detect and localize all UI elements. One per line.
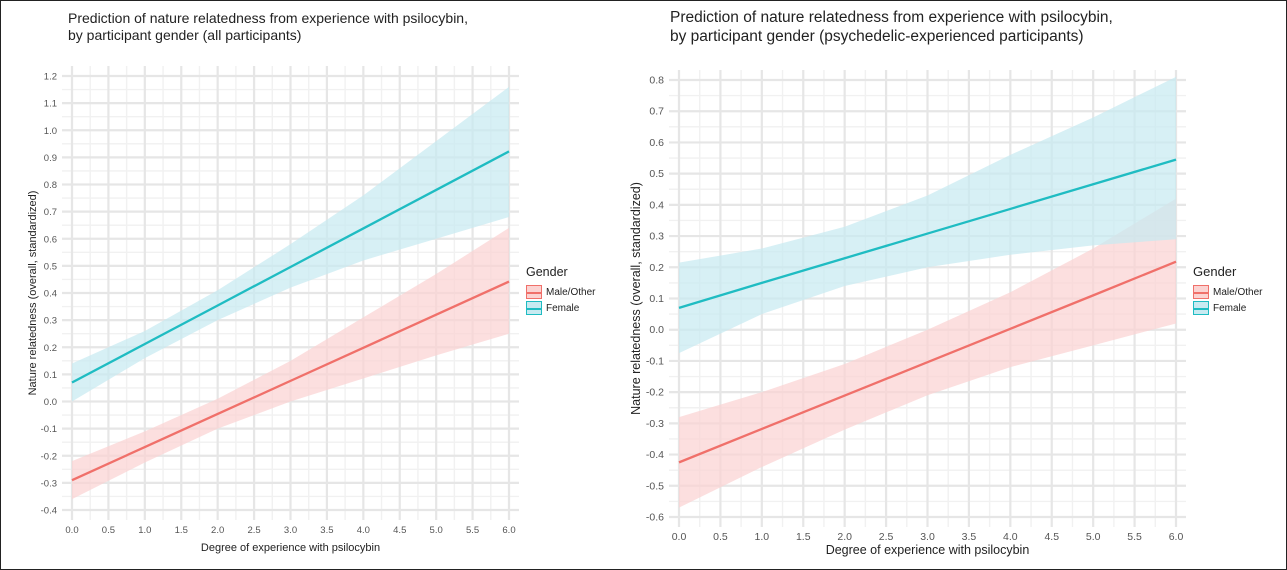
y-tick-label: 0.5 — [649, 168, 664, 180]
x-tick-label: 1.0 — [755, 531, 770, 543]
legend-item-female: Female — [526, 300, 595, 316]
chart-title-line-1: Prediction of nature relatedness from ex… — [68, 10, 468, 26]
x-axis-label: Degree of experience with psilocybin — [201, 542, 380, 554]
y-tick-label: -0.4 — [41, 506, 57, 517]
legend-title: Gender — [1193, 264, 1237, 279]
y-tick-label: 1.0 — [44, 126, 57, 137]
y-tick-label: 1.1 — [44, 99, 57, 110]
y-tick-label: 0.9 — [44, 153, 57, 164]
x-tick-label: 1.5 — [175, 525, 188, 536]
x-tick-label: 5.5 — [466, 525, 479, 536]
y-tick-label: 0.7 — [649, 106, 664, 118]
x-tick-label: 0.0 — [65, 525, 78, 536]
legend-item-male-other: Male/Other — [1193, 284, 1262, 300]
x-tick-label: 2.5 — [247, 525, 260, 536]
legend-item-male-other: Male/Other — [526, 284, 595, 300]
x-tick-label: 6.0 — [1169, 531, 1184, 543]
y-tick-label: 0.4 — [44, 289, 57, 300]
series-line-male-other — [71, 280, 510, 482]
chart-title-line-1: Prediction of nature relatedness from ex… — [670, 9, 1113, 26]
legend-key-male-other — [1193, 285, 1209, 299]
y-tick-label: 0.1 — [44, 370, 57, 381]
legend-item-female: Female — [1193, 300, 1262, 316]
y-tick-label: 0.2 — [649, 262, 664, 274]
y-tick-label: 0.3 — [44, 316, 57, 327]
series-line-female — [678, 158, 1177, 309]
chart-title: Prediction of nature relatedness from ex… — [670, 9, 1113, 47]
chart-title: Prediction of nature relatedness from ex… — [68, 10, 468, 44]
x-tick-label: 5.0 — [1086, 531, 1101, 543]
y-axis-label: Nature relatedness (overall, standardize… — [629, 182, 643, 415]
x-tick-label: 3.0 — [920, 531, 935, 543]
y-tick-label: 0.5 — [44, 261, 57, 272]
x-tick-label: 2.0 — [837, 531, 852, 543]
legend-label: Female — [546, 302, 580, 314]
series-line-male-other — [678, 260, 1177, 464]
x-tick-label: 3.5 — [962, 531, 977, 543]
y-tick-label: -0.2 — [41, 451, 57, 462]
y-tick-label: 0.1 — [649, 293, 664, 305]
legend: Gender Male/Other Female — [1193, 264, 1262, 316]
series-line-female — [71, 150, 510, 384]
x-tick-label: 3.0 — [284, 525, 297, 536]
x-tick-label: 4.0 — [1003, 531, 1018, 543]
confidence-band-male-other — [679, 198, 1176, 508]
chart-panel-left: Prediction of nature relatedness from ex… — [0, 0, 630, 570]
legend-label: Female — [1213, 302, 1247, 314]
y-tick-label: -0.5 — [646, 480, 664, 492]
y-tick-label: 1.2 — [44, 72, 57, 83]
y-tick-label: -0.6 — [646, 512, 664, 524]
y-tick-label: 0.6 — [44, 234, 57, 245]
legend-title: Gender — [526, 265, 568, 279]
y-tick-label: 0.0 — [649, 324, 664, 336]
y-tick-label: 0.3 — [649, 231, 664, 243]
y-tick-label: -0.3 — [41, 478, 57, 489]
chart-title-line-2: by participant gender (psychedelic-exper… — [670, 27, 1084, 45]
y-tick-label: -0.4 — [646, 449, 664, 461]
y-tick-label: 0.7 — [44, 207, 57, 218]
chart-title-line-2: by participant gender (all participants) — [68, 27, 302, 44]
x-tick-label: 1.5 — [796, 531, 811, 543]
legend-key-female — [526, 301, 542, 315]
y-tick-label: 0.8 — [44, 180, 57, 191]
x-tick-label: 0.0 — [672, 531, 687, 543]
x-axis-label: Degree of experience with psilocybin — [826, 543, 1030, 557]
confidence-band-female — [72, 86, 509, 402]
y-tick-label: 0.0 — [44, 397, 57, 408]
x-tick-label: 0.5 — [713, 531, 728, 543]
y-tick-label: -0.1 — [646, 355, 664, 367]
confidence-band-female — [679, 76, 1176, 354]
x-tick-label: 3.5 — [320, 525, 333, 536]
y-tick-label: -0.1 — [41, 424, 57, 435]
legend-key-female — [1193, 301, 1209, 315]
x-tick-label: 4.0 — [357, 525, 370, 536]
y-tick-label: -0.3 — [646, 418, 664, 430]
x-tick-label: 2.0 — [211, 525, 224, 536]
chart-panel-right: Prediction of nature relatedness from ex… — [629, 0, 1287, 570]
x-tick-label: 5.0 — [430, 525, 443, 536]
legend-label: Male/Other — [546, 286, 596, 298]
legend-label: Male/Other — [1213, 286, 1263, 298]
y-tick-label: 0.8 — [649, 75, 664, 87]
y-tick-label: -0.2 — [646, 387, 664, 399]
line-chart: 0.0 0.5 1.0 1.5 2.0 2.5 3.0 3.5 4.0 4.5 5.0 5.5 6.0 -… — [27, 66, 519, 554]
y-axis-label: Nature relatedness (overall, standardize… — [27, 191, 39, 396]
y-tick-label: 0.2 — [44, 343, 57, 354]
y-tick-label: 0.6 — [649, 137, 664, 149]
x-tick-label: 2.5 — [879, 531, 894, 543]
y-tick-label: 0.4 — [649, 199, 664, 211]
x-tick-label: 1.0 — [138, 525, 151, 536]
x-tick-label: 5.5 — [1127, 531, 1142, 543]
line-chart: 0.0 0.5 1.0 1.5 2.0 2.5 3.0 3.5 4.0 4.5 5.0 5.5 6.0 -… — [629, 70, 1186, 557]
legend-key-male-other — [526, 285, 542, 299]
x-tick-label: 4.5 — [1044, 531, 1059, 543]
x-tick-label: 0.5 — [102, 525, 115, 536]
x-tick-label: 4.5 — [393, 525, 406, 536]
x-tick-label: 6.0 — [502, 525, 515, 536]
legend: Gender Male/Other Female — [526, 265, 595, 316]
